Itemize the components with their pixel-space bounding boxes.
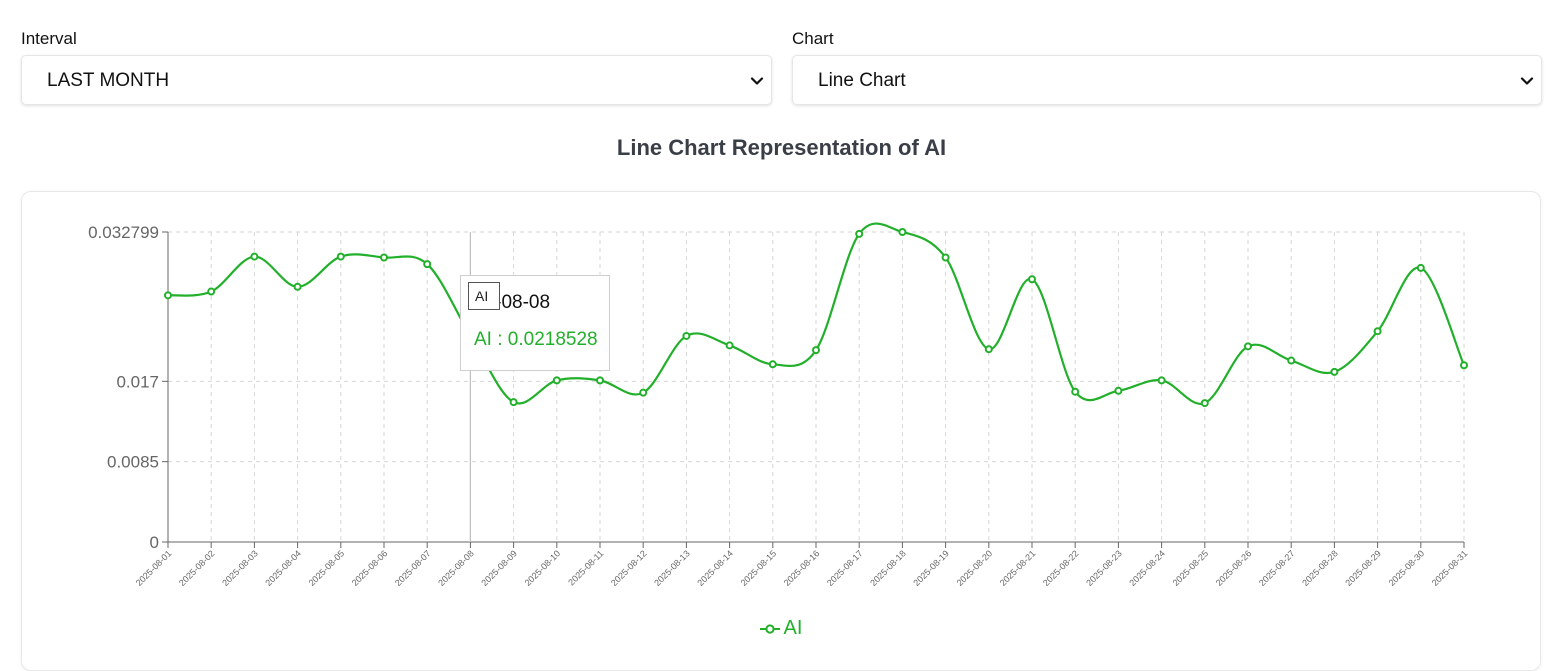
- x-tick-label: 2025-08-31: [1430, 548, 1470, 588]
- data-point: [1114, 386, 1123, 395]
- x-tick-label: 2025-08-05: [307, 548, 347, 588]
- data-point: [250, 252, 259, 261]
- data-point: [1416, 263, 1425, 272]
- x-tick-label: 2025-08-06: [350, 548, 390, 588]
- chart-type-select[interactable]: Line Chart: [792, 55, 1542, 105]
- x-tick-label: 2025-08-16: [782, 548, 822, 588]
- chart-title: Line Chart Representation of AI: [616, 135, 947, 160]
- chart-type-select-value: Line Chart: [818, 70, 906, 91]
- x-tick-label: 2025-08-28: [1300, 548, 1340, 588]
- data-point: [1330, 367, 1339, 376]
- data-point: [423, 260, 432, 269]
- x-tick-label: 2025-08-01: [134, 548, 174, 588]
- data-point: [898, 227, 907, 236]
- x-tick-label: 2025-08-04: [263, 548, 303, 588]
- data-point: [164, 291, 172, 300]
- x-tick-label: 2025-08-23: [1084, 548, 1124, 588]
- data-point: [207, 287, 216, 296]
- data-point: [855, 229, 864, 238]
- chart-type-label: Chart: [792, 29, 834, 48]
- data-point: [293, 282, 302, 291]
- data-point: [1200, 399, 1209, 408]
- x-tick-label: 2025-08-13: [652, 548, 692, 588]
- y-tick-label: 0.032799: [88, 223, 159, 242]
- x-tick-label: 2025-08-25: [1171, 548, 1211, 588]
- x-tick-label: 2025-08-14: [695, 548, 735, 588]
- y-tick-label: 0: [150, 533, 159, 552]
- x-tick-label: 2025-08-18: [868, 548, 908, 588]
- line-chart: 0 0.0085 0.017 0.032799 2025-08-01 2025-08-02…: [88, 222, 1470, 588]
- x-tick-label: 2025-08-22: [1041, 548, 1081, 588]
- data-point: [984, 345, 993, 354]
- data-point: [768, 360, 777, 369]
- x-tick-label: 2025-08-07: [393, 548, 433, 588]
- interval-select[interactable]: LAST MONTH: [21, 55, 772, 105]
- x-tick-label: 2025-08-10: [523, 548, 563, 588]
- x-tick-label: 2025-08-17: [825, 548, 865, 588]
- interval-select-value: LAST MONTH: [47, 70, 170, 91]
- x-tick-label: 2025-08-24: [1127, 548, 1167, 588]
- data-point: [1373, 327, 1382, 336]
- interval-field: Interval LAST MONTH: [21, 28, 772, 105]
- legend-label: AI: [783, 617, 803, 639]
- interval-label: Interval: [21, 29, 77, 48]
- x-tick-label: 2025-08-19: [911, 548, 951, 588]
- data-point: [1460, 361, 1468, 370]
- x-tick-label: 2025-08-12: [609, 548, 649, 588]
- x-tick-label: 2025-08-21: [998, 548, 1038, 588]
- data-point: [941, 253, 950, 262]
- x-tick-label: 2025-08-03: [220, 548, 260, 588]
- data-point: [552, 376, 561, 385]
- y-tick-label: 0.017: [116, 372, 159, 391]
- x-tick-label: 2025-08-20: [955, 548, 995, 588]
- data-point: [336, 252, 345, 261]
- data-point: [380, 253, 388, 262]
- chart-legend: AI: [0, 617, 1550, 641]
- data-point: [1287, 356, 1296, 365]
- data-point: [1244, 342, 1252, 351]
- legend-item-ai[interactable]: AI: [759, 617, 803, 640]
- x-tick-label: 2025-08-09: [479, 548, 519, 588]
- data-point: [639, 388, 648, 397]
- x-tick-label: 2025-08-15: [739, 548, 779, 588]
- data-point: [1071, 387, 1080, 396]
- data-point: [1028, 275, 1036, 284]
- x-tick-label: 2025-08-30: [1387, 548, 1427, 588]
- data-point: [725, 341, 734, 350]
- x-tick-label: 2025-08-11: [566, 548, 605, 587]
- y-tick-label: 0.0085: [107, 453, 159, 472]
- chevron-down-icon: [1520, 77, 1534, 85]
- legend-line-icon: [759, 623, 780, 634]
- data-point: [1157, 376, 1166, 385]
- tooltip-series-badge: AI: [468, 282, 500, 310]
- x-tick-label: 2025-08-08: [436, 548, 476, 588]
- data-point: [509, 398, 518, 407]
- x-tick-label: 2025-08-02: [177, 548, 217, 588]
- data-point: [596, 376, 604, 385]
- x-tick-label: 2025-08-26: [1214, 548, 1254, 588]
- data-point: [682, 331, 691, 340]
- x-tick-label: 2025-08-29: [1343, 548, 1383, 588]
- data-point: [812, 346, 820, 355]
- chart-type-field: Chart Line Chart: [792, 28, 1542, 105]
- chart-tooltip: 25-08-08 AI : 0.0218528 AI: [460, 275, 610, 371]
- chevron-down-icon: [750, 77, 764, 85]
- tooltip-value: AI : 0.0218528: [474, 329, 598, 350]
- x-tick-label: 2025-08-27: [1257, 548, 1297, 588]
